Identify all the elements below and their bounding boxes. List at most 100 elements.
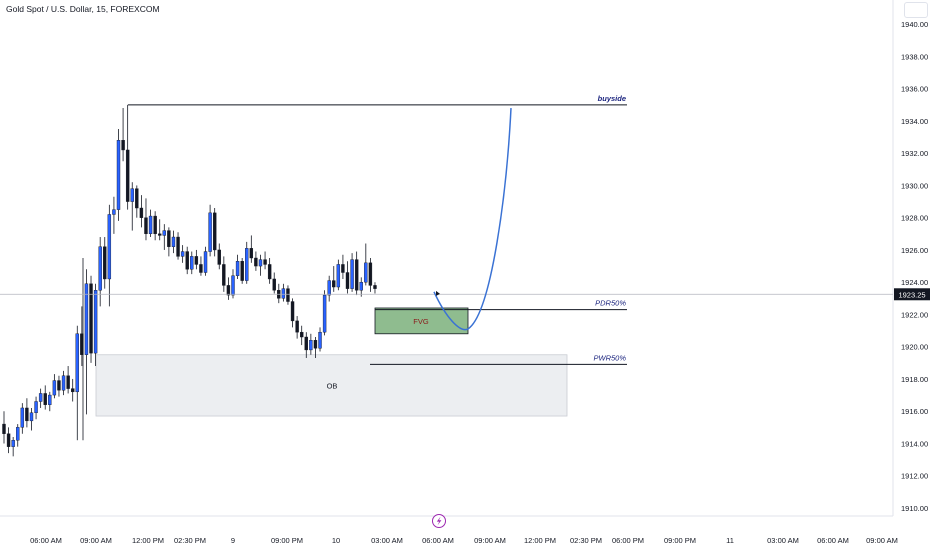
lightning-icon[interactable]	[432, 514, 446, 528]
candle	[327, 275, 331, 302]
y-tick-label: 1928.00	[901, 214, 928, 223]
candle-body	[29, 412, 34, 422]
x-tick-label: 06:00 AM	[30, 536, 62, 545]
y-tick-label: 1912.00	[901, 472, 928, 481]
candle-body	[295, 320, 299, 333]
candle	[217, 243, 221, 270]
candle-body	[84, 283, 89, 355]
candle-body	[171, 236, 176, 247]
candle	[254, 251, 258, 271]
candle-body	[222, 264, 226, 286]
candle-body	[107, 214, 112, 280]
candle-body	[139, 207, 144, 218]
candle-body	[300, 331, 304, 338]
price-marker-icon	[436, 290, 440, 296]
candle	[267, 258, 272, 284]
candle	[6, 427, 11, 454]
candle-body	[245, 248, 249, 281]
candle-body	[6, 433, 11, 447]
candle	[208, 204, 212, 257]
candle-body	[16, 427, 20, 441]
candle-body	[167, 230, 171, 247]
candle	[167, 227, 171, 257]
candle	[180, 245, 185, 263]
x-tick-label: 06:00 AM	[817, 536, 849, 545]
x-tick-label: 03:00 AM	[767, 536, 799, 545]
candle-body	[103, 246, 107, 280]
candle-body	[304, 336, 308, 351]
candle	[103, 237, 107, 289]
y-tick-label: 1940.00	[901, 20, 928, 29]
candle	[364, 243, 368, 286]
candle-body	[350, 259, 354, 289]
candle	[231, 269, 235, 299]
candle-body	[263, 259, 267, 265]
candle-body	[125, 149, 130, 202]
y-tick-label: 1936.00	[901, 85, 928, 94]
candle-body	[254, 257, 258, 267]
y-tick-label: 1938.00	[901, 52, 928, 61]
fvg-label: FVG	[413, 317, 429, 326]
y-tick-label: 1932.00	[901, 149, 928, 158]
y-tick-label: 1920.00	[901, 343, 928, 352]
candle-body	[158, 233, 162, 236]
candle-body	[48, 394, 52, 405]
y-axis: 1910.00 1912.00 1914.00 1916.00 1918.00 1920.…	[901, 20, 928, 513]
candle-body	[112, 209, 116, 215]
candle-body	[327, 280, 331, 296]
candle-body	[345, 272, 350, 289]
chart-title: Gold Spot / U.S. Dollar, 15, FOREXCOM	[6, 4, 160, 14]
candle	[309, 333, 313, 355]
candle	[318, 327, 322, 352]
candle	[286, 285, 290, 305]
candle-body	[38, 393, 43, 402]
candle	[116, 129, 121, 221]
candle-body	[144, 217, 148, 235]
candle-body	[231, 275, 235, 296]
candle	[57, 375, 61, 397]
candle-body	[75, 333, 79, 393]
candle	[66, 366, 70, 394]
candle-body	[240, 261, 244, 281]
candle-body	[57, 380, 61, 391]
candle	[89, 275, 93, 363]
candle	[304, 332, 308, 358]
candle-body	[286, 288, 290, 302]
candle	[16, 424, 20, 447]
candle-body	[180, 251, 185, 257]
candle-body	[217, 249, 221, 265]
candle	[249, 235, 254, 263]
candle-body	[162, 230, 167, 236]
candle-body	[309, 340, 313, 351]
order-block-zone[interactable]	[95, 354, 568, 417]
candle-body	[235, 261, 240, 276]
x-tick-label: 02:30 PM	[570, 536, 602, 545]
candle	[2, 411, 6, 444]
y-tick-label: 1910.00	[901, 504, 928, 513]
buyside-label: buyside	[598, 94, 626, 103]
candle	[194, 249, 199, 270]
candle	[43, 385, 47, 410]
y-tick-label: 1930.00	[901, 181, 928, 190]
candle	[190, 251, 194, 275]
candle	[300, 325, 304, 346]
projection-curve[interactable]	[433, 107, 512, 331]
candle-body	[212, 212, 217, 251]
candle	[222, 256, 226, 292]
pdr50-label: PDR50%	[595, 299, 626, 308]
candle	[125, 104, 130, 210]
chart-settings-button[interactable]	[904, 2, 928, 18]
candle-body	[290, 301, 295, 322]
candle	[263, 251, 267, 270]
candle-body	[66, 375, 70, 389]
candle-body	[43, 393, 47, 405]
x-tick-label: 09:00 PM	[664, 536, 696, 545]
candle	[158, 219, 162, 241]
candle-body	[52, 380, 57, 396]
candle-body	[148, 215, 153, 235]
candle	[112, 196, 116, 234]
candle	[130, 182, 134, 231]
x-tick-label: 02:30 PM	[174, 536, 206, 545]
candle-body	[70, 388, 75, 393]
